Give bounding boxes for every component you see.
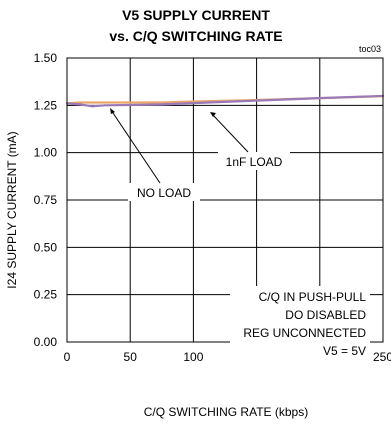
y-tick-label: 0.25 (34, 288, 58, 302)
annotation-1nf-load-leader (211, 113, 249, 153)
chart-title: V5 SUPPLY CURRENT (122, 7, 270, 23)
series-layer (65, 94, 385, 108)
series-line-1nf-load (65, 94, 385, 108)
condition-line-4: V5 = 5V (323, 344, 366, 358)
annotation-no-load-bg (128, 183, 200, 201)
annotation-1nf-load-text: 1nF LOAD (226, 155, 283, 169)
x-tick-label: 100 (183, 350, 203, 364)
annotation-no-load-text: NO LOAD (137, 186, 191, 200)
y-tick-label: 1.50 (34, 51, 58, 65)
annotation-1nf-load-arrowhead (210, 112, 216, 117)
annotation-no-load-leader (110, 109, 161, 184)
conditions-bg (230, 286, 370, 362)
y-tick-label: 1.25 (34, 98, 58, 112)
y-tick-label: 0.00 (34, 335, 58, 349)
y-tick-label: 1.00 (34, 146, 58, 160)
condition-line-3: REG UNCONNECTED (243, 326, 366, 340)
annotation-no-load: NO LOAD (110, 108, 200, 201)
annotation-no-load-arrowhead (110, 108, 115, 114)
annotation-1nf-load-bg (218, 152, 290, 170)
chart-subtitle: vs. C/Q SWITCHING RATE (109, 28, 282, 44)
x-tick-label: 250 (373, 350, 391, 364)
y-tick-label: 0.50 (34, 240, 58, 254)
y-tick-label: 0.75 (34, 193, 58, 207)
condition-line-2: DO DISABLED (285, 308, 366, 322)
x-tick-label: 50 (124, 350, 138, 364)
x-tick-label: 0 (64, 350, 71, 364)
condition-line-1: C/Q IN PUSH-PULL (259, 290, 367, 304)
y-axis-label: I24 SUPPLY CURRENT (mA) (5, 131, 19, 288)
plot-frame (66, 57, 384, 343)
figure-id: toc03 (359, 44, 381, 54)
annotation-1nf-load: 1nF LOAD (210, 112, 290, 170)
grid (67, 58, 383, 342)
conditions-box: C/Q IN PUSH-PULL DO DISABLED REG UNCONNE… (230, 286, 370, 362)
x-axis-label: C/Q SWITCHING RATE (kbps) (144, 405, 308, 419)
